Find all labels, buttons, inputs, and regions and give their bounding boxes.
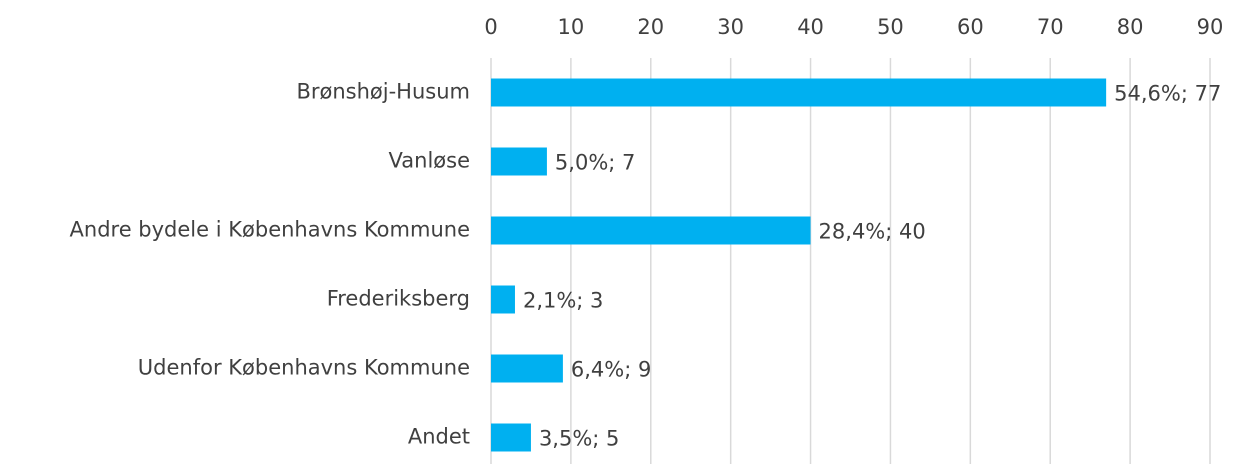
- x-tick-label: 70: [1037, 15, 1064, 39]
- x-tick-label: 20: [637, 15, 664, 39]
- y-tick-label: Udenfor Københavns Kommune: [138, 356, 470, 380]
- bar: [491, 147, 547, 176]
- data-label: 2,1%; 3: [523, 289, 603, 313]
- x-tick-label: 50: [877, 15, 904, 39]
- data-label: 6,4%; 9: [571, 358, 651, 382]
- x-tick-label: 60: [957, 15, 984, 39]
- data-label: 3,5%; 5: [539, 427, 619, 451]
- x-tick-label: 10: [558, 15, 585, 39]
- bar: [491, 216, 811, 245]
- x-tick-label: 90: [1197, 15, 1224, 39]
- x-tick-label: 0: [484, 15, 497, 39]
- x-tick-label: 30: [717, 15, 744, 39]
- data-label: 28,4%; 40: [819, 220, 926, 244]
- data-label: 5,0%; 7: [555, 151, 635, 175]
- x-tick-label: 40: [797, 15, 824, 39]
- bar: [491, 354, 563, 383]
- bar: [491, 78, 1107, 107]
- data-label: 54,6%; 77: [1114, 82, 1221, 106]
- y-tick-label: Vanløse: [389, 149, 470, 173]
- y-tick-label: Andet: [408, 425, 470, 449]
- y-tick-label: Frederiksberg: [327, 287, 470, 311]
- bar: [491, 285, 515, 314]
- bar: [491, 423, 531, 452]
- y-tick-label: Brønshøj-Husum: [296, 80, 470, 104]
- x-tick-label: 80: [1117, 15, 1144, 39]
- y-tick-label: Andre bydele i Københavns Kommune: [70, 218, 470, 242]
